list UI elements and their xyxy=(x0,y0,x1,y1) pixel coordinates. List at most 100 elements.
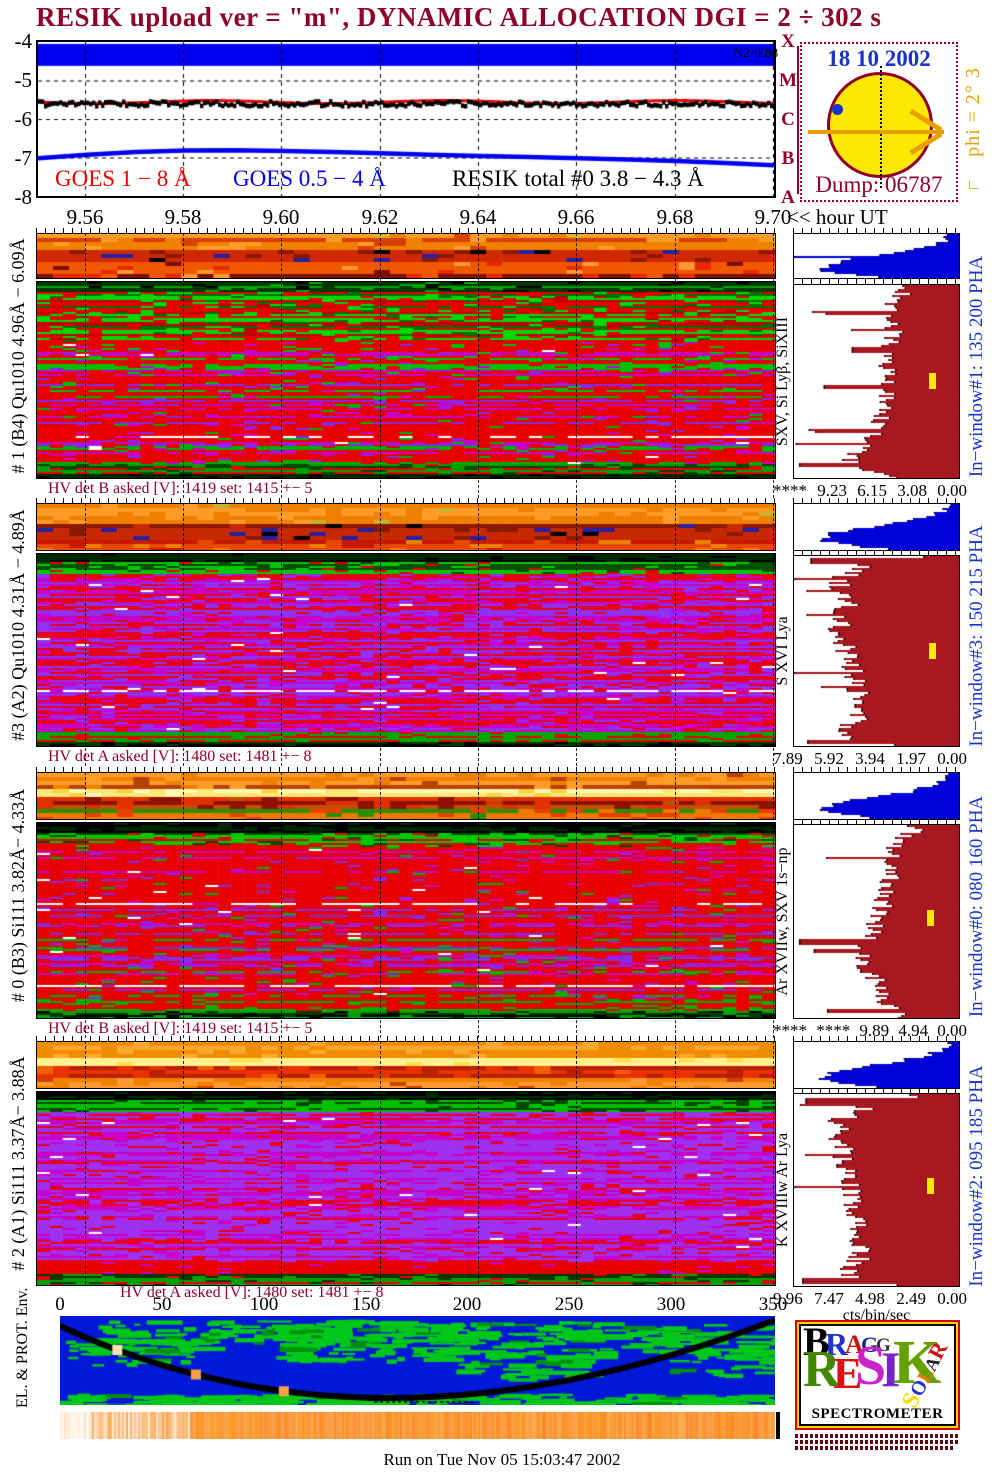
legend-resik-total: RESIK total #0 3.8 − 4.3 Å xyxy=(452,166,704,191)
panel1-top-ticks xyxy=(36,228,776,233)
logo-letter: A xyxy=(845,1330,864,1359)
hist3-blue-ticks xyxy=(793,767,960,772)
hist4-red-ticks xyxy=(793,1088,960,1093)
panel3-hist-axis: **** **** 9.89 4.94 0.00 xyxy=(773,1021,967,1041)
map-left-label: EL. & PROT. Env. xyxy=(14,1288,32,1408)
legend-goes-05-4: GOES 0.5 − 4 Å xyxy=(233,166,386,191)
panel4-lines-label: K XVIIIw Ar Lya xyxy=(774,1093,792,1287)
panel1-strip-spectrogram xyxy=(36,233,776,279)
goes-class-c: C xyxy=(781,109,795,130)
panel3-lines-text: Ar XVIIw, SXV 1s−np xyxy=(774,847,791,996)
panel4-lines-text: K XVIIIw Ar Lya xyxy=(774,1132,791,1248)
panel2-top-ticks xyxy=(36,498,776,503)
panel4-pha-histogram xyxy=(793,1041,960,1089)
flare-position-dot xyxy=(832,104,843,115)
panel1-lines-text: SXV, Si Lyβ, SiXIII xyxy=(774,316,791,447)
hist-axis-value: 9.23 xyxy=(817,481,847,500)
hist-axis-value: **** xyxy=(816,1021,851,1040)
panel1-main-spectrogram xyxy=(36,281,776,479)
x-tick: 9.68 xyxy=(656,205,694,229)
hist-axis-value: 9.89 xyxy=(859,1021,890,1040)
panel2-window-text: In−window#3: 150 215 PHA xyxy=(966,525,987,747)
goes-class-x: X xyxy=(781,31,795,52)
panel3-yellow-marker xyxy=(927,910,934,926)
panel3-left-label: # 0 (B3) Si111 3.82Å− 4.33Å xyxy=(8,772,29,1019)
panel1-window-label: In−window#1: 135 200 PHA xyxy=(966,233,988,500)
hist-axis-value: 0.00 xyxy=(937,1289,967,1308)
panel3-top-ticks xyxy=(36,767,776,772)
x-tick: 9.60 xyxy=(262,205,300,229)
phi-angle-label: phi = 2° 3 xyxy=(962,56,985,168)
y-tick: -5 xyxy=(14,68,33,92)
panel1-lines-label: SXV, Si Lyβ, SiXIII xyxy=(774,284,792,479)
panel2-yellow-marker xyxy=(929,643,936,659)
bin-tick: 350 xyxy=(758,1294,788,1315)
logo-letter: R xyxy=(803,1341,841,1398)
x-axis-label: << hour UT xyxy=(787,205,888,229)
logo-letter: G xyxy=(861,1332,879,1357)
logo-letter: R xyxy=(825,1326,849,1362)
panel3-strip-spectrogram xyxy=(36,772,776,820)
logo-credits-line xyxy=(795,1446,955,1450)
panel4-strip-spectrogram xyxy=(36,1041,776,1089)
panel4-left-label-text: # 2 (A1) Si111 3.37Å− 3.88Å xyxy=(8,1056,28,1271)
panel1-pha-histogram xyxy=(793,233,960,279)
panel3-hv-label: HV det B asked [V]: 1419 set: 1415 +− 5 xyxy=(48,1020,313,1037)
bin-tick: 150 xyxy=(351,1294,381,1315)
y-tick: -6 xyxy=(14,107,33,131)
x-tick: 9.70 xyxy=(754,205,792,229)
panel3-pha-histogram xyxy=(793,772,960,820)
hist-axis-value: 7.89 xyxy=(773,749,803,768)
panel2-main-spectrogram xyxy=(36,553,776,747)
panel3-lines-label: Ar XVIIw, SXV 1s−np xyxy=(774,824,792,1019)
hist2-blue-ticks xyxy=(793,498,960,503)
hist-axis-value: 3.94 xyxy=(855,749,885,768)
goes-flux-curves-canvas xyxy=(38,42,774,196)
goes-class-axis-line xyxy=(797,46,799,194)
hist-axis-value: 0.00 xyxy=(937,481,967,500)
logo-letter: K xyxy=(893,1329,942,1397)
page-title: RESIK upload ver = "m", DYNAMIC ALLOCATI… xyxy=(36,2,882,32)
hist-axis-value: 9.96 xyxy=(773,1289,803,1308)
bin-tick: 250 xyxy=(554,1294,584,1315)
panel4-top-ticks xyxy=(36,1036,776,1041)
panel1-left-label: # 1 (B4) Qu1010 4.96Å − 6.09Å xyxy=(8,233,29,479)
logo-spectrometer-word: SPECTROMETER xyxy=(811,1406,944,1422)
hist1-blue-ticks xyxy=(793,228,960,233)
sun-arrow-shaft xyxy=(808,130,944,134)
plot-corner-note: N2=E88 xyxy=(734,45,779,60)
hist-axis-value: 5.92 xyxy=(814,749,844,768)
bin-tick: 200 xyxy=(452,1294,482,1315)
y-tick: -8 xyxy=(14,185,33,209)
x-tick: 9.62 xyxy=(361,205,399,229)
hist-axis-value: 4.98 xyxy=(855,1289,885,1308)
logo-letter: G xyxy=(876,1335,891,1356)
logo-credits-line xyxy=(795,1440,960,1444)
panel3-window-label: In−window#0: 080 160 PHA xyxy=(966,772,988,1041)
bin-tick: 0 xyxy=(55,1294,65,1315)
goes-class-m: M xyxy=(779,70,797,91)
bin-tick: 300 xyxy=(656,1294,686,1315)
panel3-window-text: In−window#0: 080 160 PHA xyxy=(966,795,987,1018)
sun-date: 18 10 2002 xyxy=(827,46,931,71)
sun-meridian-line xyxy=(880,66,882,188)
hist3-red-ticks xyxy=(793,819,960,824)
angle-mark: ∟ xyxy=(966,176,982,193)
panel3-spectrum-histogram xyxy=(793,824,960,1019)
hist-axis-value: **** xyxy=(773,481,807,500)
panel4-main-spectrogram xyxy=(36,1091,776,1286)
panel4-left-label: # 2 (A1) Si111 3.37Å− 3.88Å xyxy=(8,1041,29,1286)
x-tick: 9.58 xyxy=(164,205,202,229)
panel1-hv-label: HV det B asked [V]: 1419 set: 1415 +− 5 xyxy=(48,480,313,497)
phi-angle-text: phi = 2° 3 xyxy=(962,67,984,157)
panel2-strip-spectrogram xyxy=(36,503,776,551)
bin-tick: 100 xyxy=(249,1294,279,1315)
panel4-yellow-marker xyxy=(927,1178,934,1194)
panel3-main-spectrogram xyxy=(36,822,776,1019)
legend-goes-1-8: GOES 1 − 8 Å xyxy=(55,166,191,191)
run-timestamp: Run on Tue Nov 05 15:03:47 2002 xyxy=(383,1450,621,1469)
hist-axis-value: 7.47 xyxy=(814,1289,844,1308)
panel1-yellow-marker xyxy=(929,373,936,389)
sun-panel: 18 10 2002 Dump: 06787 xyxy=(800,42,958,202)
